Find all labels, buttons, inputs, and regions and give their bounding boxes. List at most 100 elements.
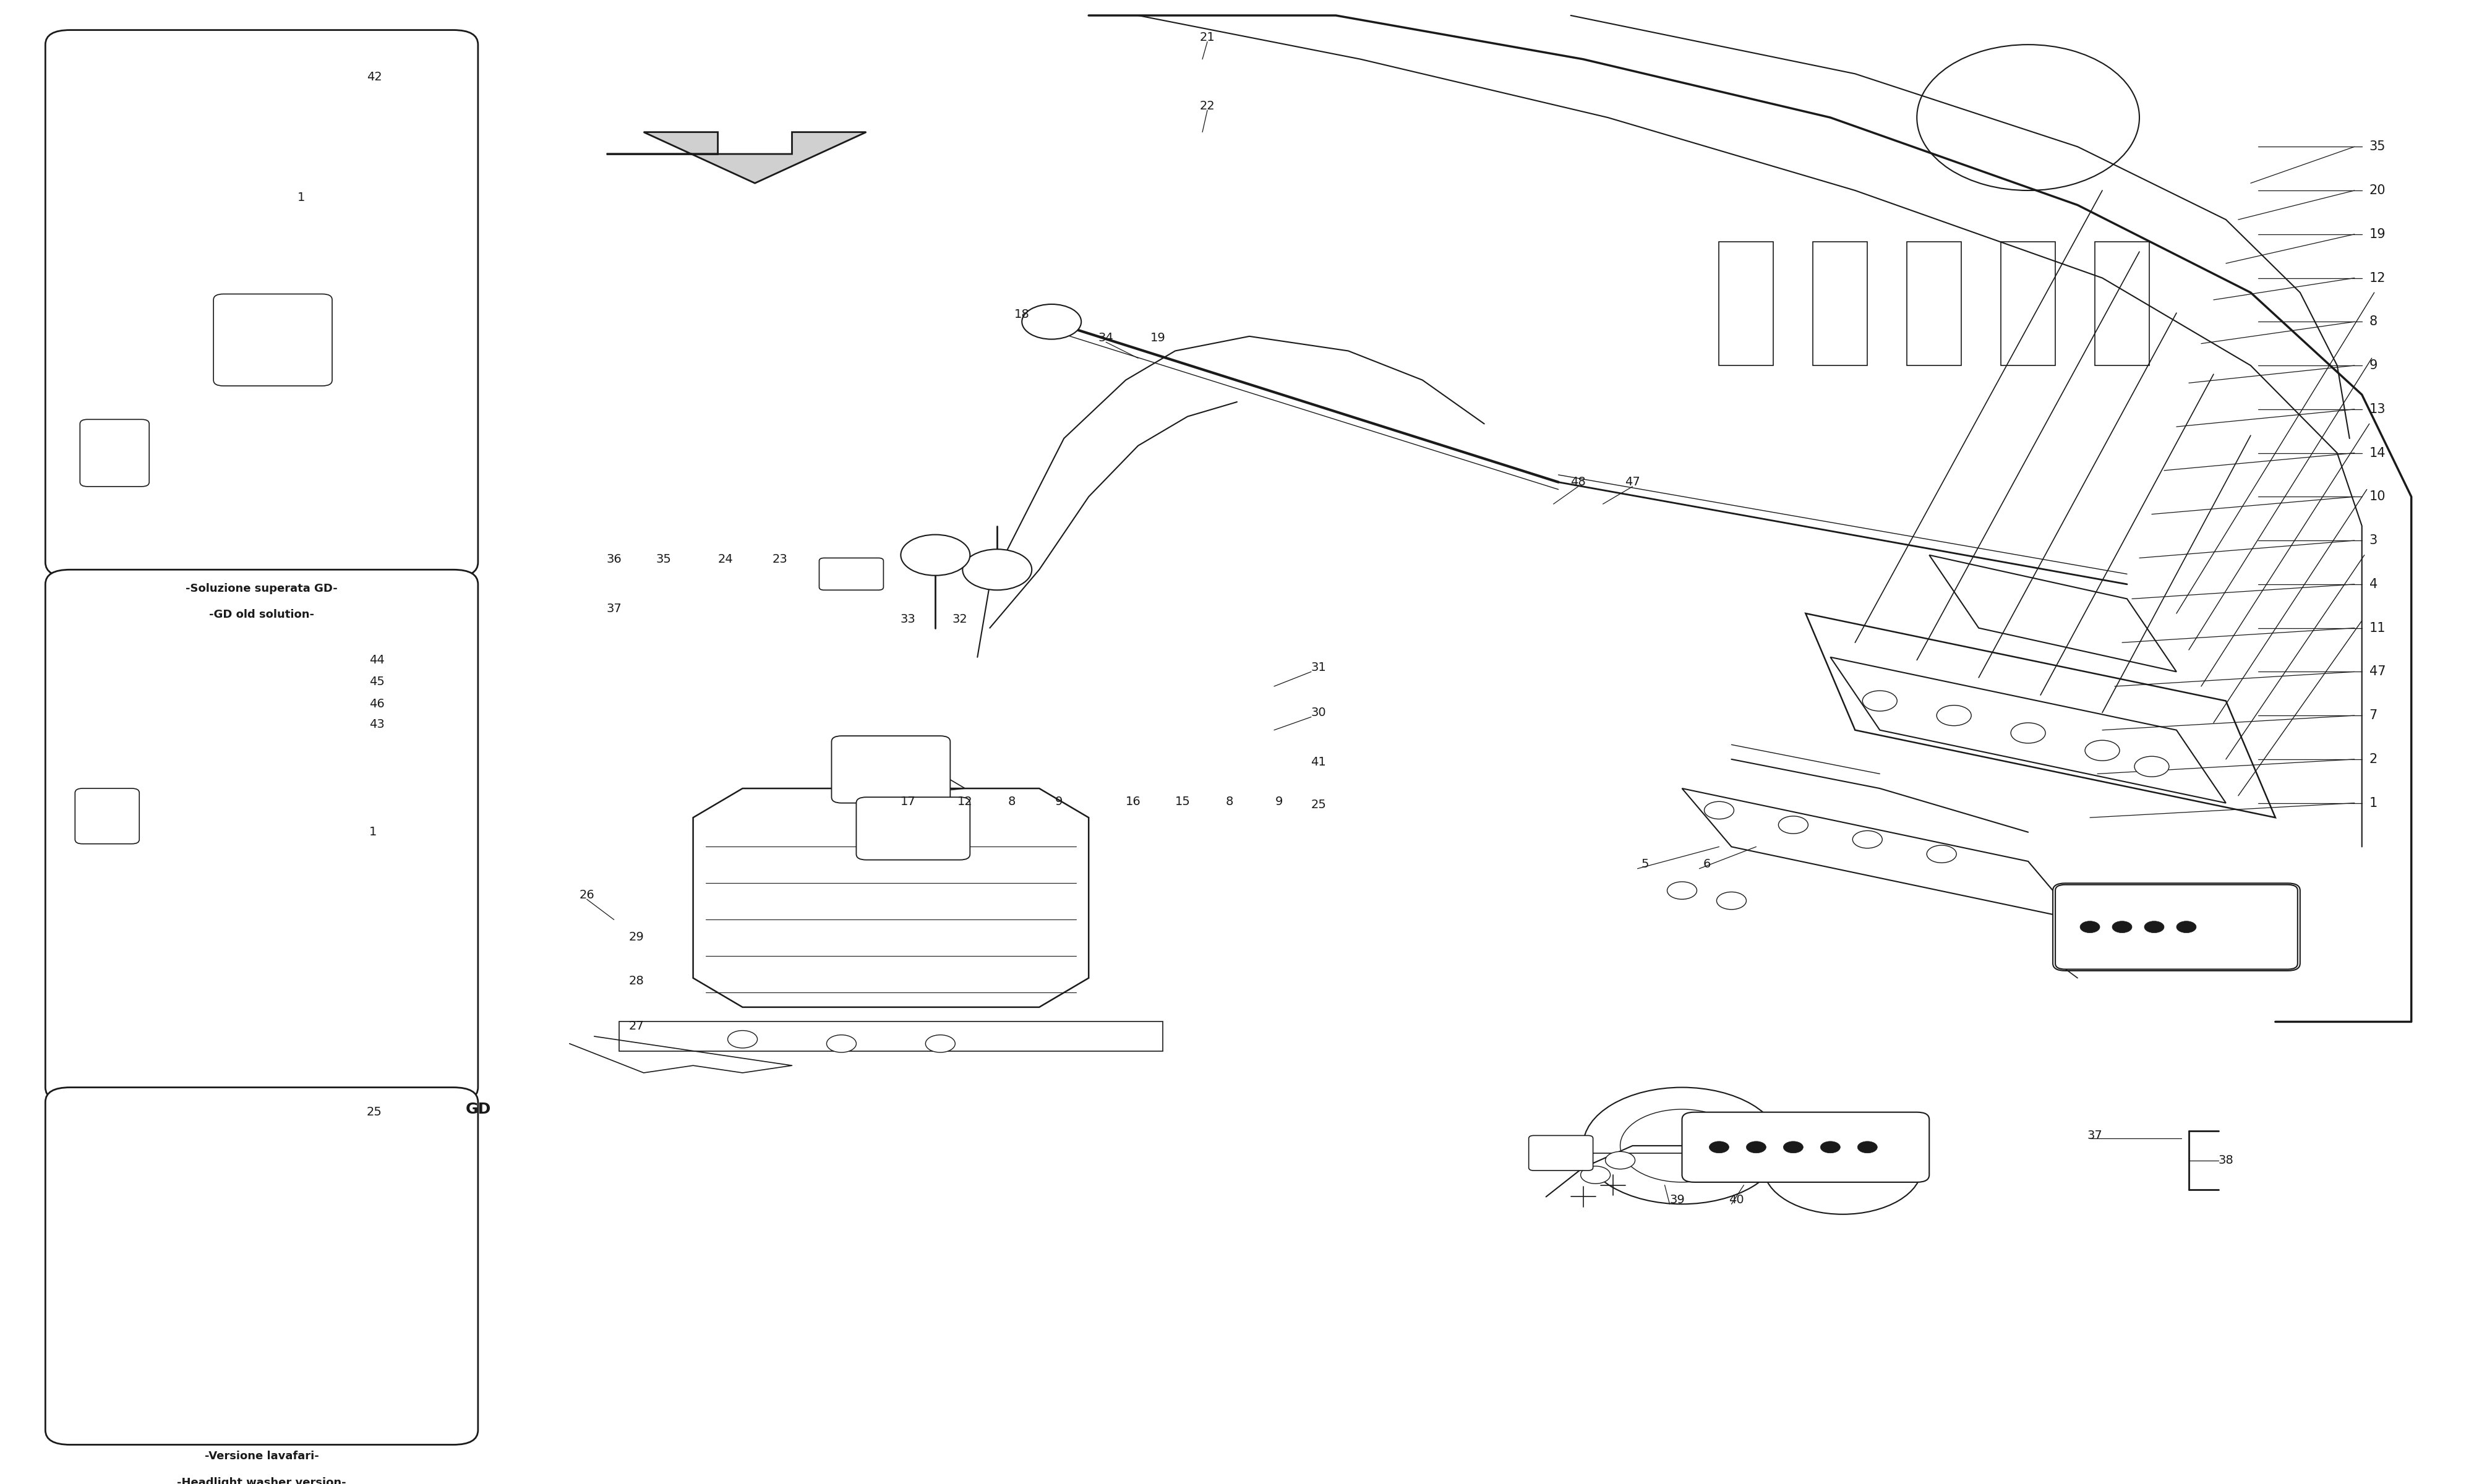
Bar (2001, 242, 2056, 365)
Circle shape (2086, 741, 2120, 761)
FancyBboxPatch shape (831, 736, 950, 803)
FancyBboxPatch shape (213, 294, 332, 386)
Circle shape (2011, 723, 2046, 743)
Circle shape (1606, 1152, 1635, 1169)
Bar (1907, 242, 1962, 365)
Circle shape (1779, 816, 1808, 834)
FancyBboxPatch shape (2053, 883, 2301, 971)
Text: 15: 15 (1175, 795, 1190, 807)
Text: 8: 8 (2370, 316, 2378, 328)
Polygon shape (606, 132, 866, 183)
Text: 33: 33 (901, 613, 915, 625)
Text: 26: 26 (579, 889, 594, 901)
Circle shape (2177, 922, 2197, 933)
Circle shape (1784, 1141, 1804, 1153)
Text: 37: 37 (606, 603, 621, 614)
FancyBboxPatch shape (1682, 1112, 1930, 1183)
Text: 7: 7 (2370, 709, 2378, 721)
Text: 9: 9 (1056, 795, 1064, 807)
Circle shape (925, 1034, 955, 1052)
Text: 9: 9 (1274, 795, 1284, 807)
Circle shape (1667, 881, 1697, 899)
Circle shape (1821, 1141, 1841, 1153)
Text: 19: 19 (1150, 332, 1165, 344)
Text: 1: 1 (297, 191, 304, 203)
Circle shape (2135, 757, 2170, 776)
Circle shape (1022, 304, 1081, 340)
Text: 19: 19 (2370, 229, 2385, 240)
FancyBboxPatch shape (45, 570, 477, 1103)
Circle shape (1747, 1141, 1766, 1153)
Circle shape (962, 549, 1032, 591)
Text: -Headlight washer version-: -Headlight washer version- (178, 1477, 346, 1484)
FancyBboxPatch shape (79, 420, 148, 487)
Text: 16: 16 (1126, 795, 1141, 807)
Text: 20: 20 (2370, 184, 2385, 197)
Circle shape (1858, 1141, 1878, 1153)
Text: 3: 3 (2370, 534, 2378, 546)
Text: 34: 34 (1098, 332, 1113, 344)
Circle shape (1717, 892, 1747, 910)
FancyBboxPatch shape (45, 30, 477, 577)
FancyBboxPatch shape (819, 558, 883, 591)
Text: 32: 32 (952, 613, 967, 625)
Circle shape (727, 1030, 757, 1048)
Text: 37: 37 (2088, 1129, 2103, 1141)
Text: -GD old solution-: -GD old solution- (210, 610, 314, 620)
Circle shape (1581, 1166, 1611, 1184)
Text: 14: 14 (2370, 447, 2385, 459)
FancyBboxPatch shape (1529, 1135, 1593, 1171)
Text: 43: 43 (369, 718, 383, 730)
FancyBboxPatch shape (45, 1088, 477, 1445)
Text: 38: 38 (2219, 1155, 2234, 1166)
Text: 1: 1 (2370, 797, 2378, 809)
Circle shape (1705, 801, 1734, 819)
Circle shape (826, 1034, 856, 1052)
Text: 17: 17 (901, 795, 915, 807)
Text: 6: 6 (1702, 858, 1710, 870)
Text: 8: 8 (1225, 795, 1235, 807)
Text: -Versione lavafari-: -Versione lavafari- (205, 1451, 319, 1462)
Circle shape (2145, 922, 2165, 933)
Text: 47: 47 (1625, 476, 1640, 488)
Text: 44: 44 (369, 654, 383, 666)
Text: 10: 10 (2370, 491, 2385, 503)
Text: 21: 21 (1200, 31, 1215, 43)
Text: 25: 25 (366, 1106, 381, 1117)
FancyBboxPatch shape (2056, 884, 2298, 969)
Text: 39: 39 (1670, 1193, 1685, 1205)
Circle shape (2081, 922, 2100, 933)
Circle shape (1937, 705, 1972, 726)
Text: 5: 5 (1640, 858, 1648, 870)
Bar (1813, 242, 1868, 365)
Circle shape (1853, 831, 1883, 849)
Text: 4: 4 (2370, 579, 2378, 591)
Circle shape (2113, 922, 2133, 933)
Text: 36: 36 (606, 554, 621, 565)
Text: 11: 11 (2370, 622, 2385, 634)
Text: 1: 1 (369, 827, 376, 838)
Text: 12: 12 (957, 795, 972, 807)
Text: 35: 35 (656, 554, 670, 565)
Text: 30: 30 (1311, 706, 1326, 718)
Text: 2: 2 (2370, 752, 2378, 766)
Text: 25: 25 (1311, 798, 1326, 810)
Bar (2095, 242, 2150, 365)
Circle shape (1863, 690, 1898, 711)
Circle shape (1927, 846, 1957, 862)
Text: 45: 45 (369, 677, 383, 687)
Text: 18: 18 (1014, 309, 1029, 321)
Text: 48: 48 (1571, 476, 1586, 488)
Text: -Soluzione superata GD-: -Soluzione superata GD- (186, 583, 336, 594)
Text: 27: 27 (628, 1021, 643, 1031)
Text: 31: 31 (1311, 662, 1326, 674)
Text: 46: 46 (369, 697, 383, 709)
Text: 42: 42 (366, 71, 381, 83)
Text: 35: 35 (2370, 141, 2385, 153)
Circle shape (1710, 1141, 1729, 1153)
Text: 47: 47 (2370, 665, 2385, 678)
Text: 29: 29 (628, 932, 643, 942)
Bar (1719, 242, 1774, 365)
Text: GD: GD (465, 1101, 492, 1116)
Text: 23: 23 (772, 554, 787, 565)
